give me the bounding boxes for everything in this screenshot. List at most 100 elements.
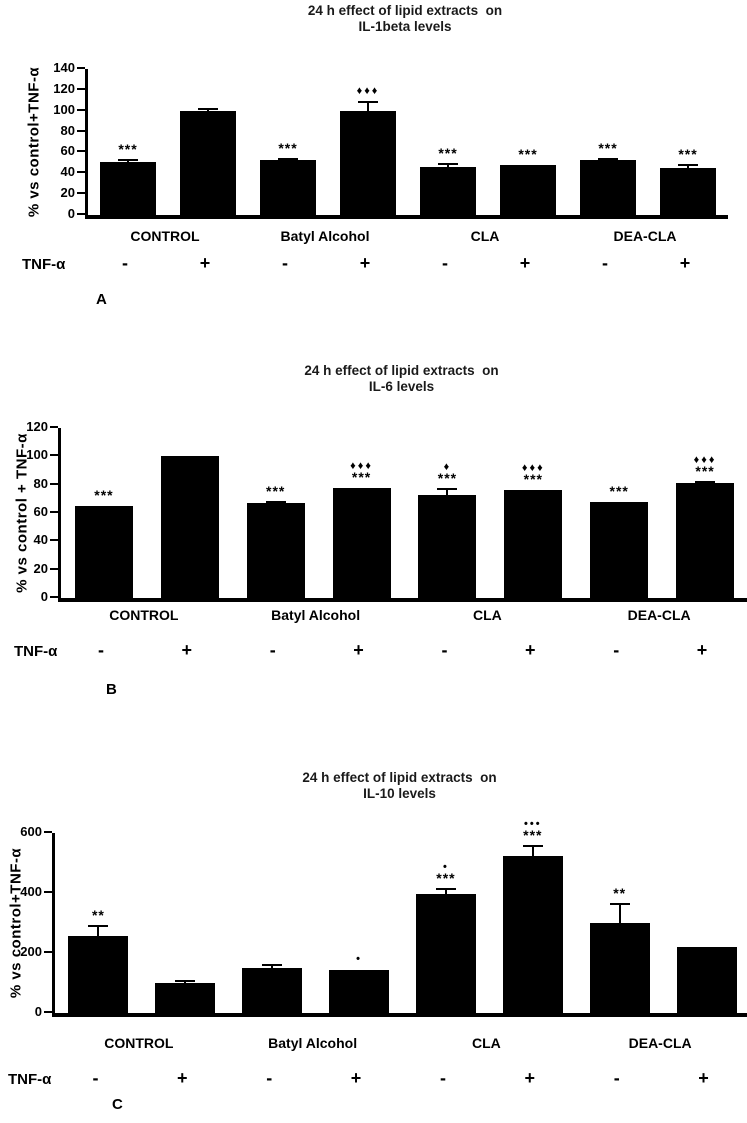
tnf-sign: - [602,253,608,273]
error-bar-whisker [618,903,621,924]
y-tick-label: 80 [60,122,75,138]
error-bar-cap [437,487,458,490]
y-tick [77,67,85,69]
error-bar-cap [198,107,218,110]
x-group-label: Batyl Alcohol [271,607,361,623]
bar [68,935,129,1013]
significance-symbols: ••• [524,817,542,830]
plot-area: 0 200 400 600 ** • • *** ••• *** ** [20,818,747,1019]
error-bar-whisker [447,163,449,169]
significance-marker: *** [403,144,493,161]
x-group-label: DEA-CLA [628,1035,692,1051]
bar [676,947,737,1013]
y-tick [77,171,85,174]
tnf-sign: + [199,253,211,273]
chart-title-line1: 24 h effect of lipid extracts on [302,770,497,785]
x-axis-group-labels: CONTROL Batyl Alcohol CLA DEA-CLA [0,755,747,1123]
tnf-sign: + [698,1068,709,1088]
error-bar-cap [435,888,456,891]
error-bar-whisker [274,501,277,505]
error-bar-cap [118,158,138,161]
error-bar-whisker [444,889,447,895]
tnf-sign: + [177,1068,188,1088]
bar [589,923,650,1013]
bar [160,456,219,598]
x-group-label: Batyl Alcohol [268,1035,358,1051]
x-group-label: DEA-CLA [627,607,691,623]
tnf-sign: + [519,253,531,273]
significance-symbols: ♦ [443,460,452,473]
bar [332,487,391,598]
significance-asterisks: *** [94,486,114,503]
y-tick-label: 40 [60,164,75,180]
tnf-sign: + [525,640,536,660]
panel-b-chart: 24 h effect of lipid extracts on IL-6 le… [0,355,747,755]
y-tick [44,951,52,953]
tnf-sign-row: - + - + - + - + [0,755,747,1123]
error-bar-cap [522,844,543,847]
significance-asterisks: *** [695,462,715,479]
error-bar-whisker [687,164,689,170]
significance-symbols: ♦♦♦ [356,85,380,98]
significance-asterisks: *** [518,145,538,162]
bar [100,161,156,215]
significance-marker: ** [53,908,143,922]
x-group-label: CLA [470,228,500,244]
tnf-sign: + [696,640,708,660]
bar [580,159,636,215]
error-bar-cap [262,964,283,966]
significance-asterisks: *** [678,145,698,162]
bar [74,505,133,598]
error-bar-whisker [271,965,274,969]
panel-letter: B [106,681,117,698]
plot-area: 0 20 40 60 80 100 120 *** *** ♦♦♦ *** ♦ *** ♦♦♦ *** ***… [26,420,747,604]
error-bar-whisker [446,488,449,496]
x-group-label: DEA-CLA [613,228,677,244]
bar [502,856,563,1013]
error-bar-whisker [207,108,209,112]
significance-marker: *** [231,484,321,498]
significance-marker: *** [563,141,653,155]
x-group-label: CONTROL [104,1035,174,1051]
y-tick-label: 20 [33,560,48,576]
tnf-sign: - [441,640,448,660]
bar [329,969,390,1013]
significance-marker: ••• *** [488,817,578,842]
error-bar-cap [265,500,286,503]
tnf-row-label: TNF-α [14,643,58,660]
significance-symbols: ♦♦♦ [521,462,545,475]
bar [415,893,476,1013]
significance-marker: ♦♦♦ *** [317,460,407,484]
y-tick-label: 60 [60,143,75,159]
significance-asterisks: *** [438,144,458,161]
significance-asterisks: *** [609,482,629,499]
y-tick [50,426,58,428]
tnf-sign: + [181,640,193,660]
y-tick-label: 120 [53,80,75,96]
error-bar-cap [358,101,378,104]
chart-title-line2: IL-1beta levels [358,19,452,34]
tnf-sign: - [613,1068,620,1088]
significance-marker: ♦♦♦ *** [660,454,747,479]
tnf-sign: + [359,253,371,273]
significance-asterisks: ** [613,884,627,901]
y-tick-label: 600 [20,824,42,839]
bar [180,110,236,215]
significance-symbols: • [443,861,449,874]
y-tick-label: 0 [40,589,48,604]
bar [246,503,305,598]
x-group-label: CLA [472,607,502,623]
significance-marker: ♦♦♦ *** [488,462,578,488]
error-bar-whisker [367,102,369,112]
tnf-row-label: TNF-α [22,256,66,273]
y-tick [50,567,58,570]
y-tick-label: 40 [33,532,48,548]
panel-a-chart: 24 h effect of lipid extracts on IL-1bet… [0,0,747,348]
x-group-label: CONTROL [109,607,179,623]
y-tick-label: 20 [60,185,75,201]
significance-asterisks: *** [523,471,543,488]
tnf-sign: - [613,640,620,660]
significance-marker: *** [643,145,733,162]
error-bar-cap [175,979,196,982]
y-tick-label: 0 [67,206,75,221]
